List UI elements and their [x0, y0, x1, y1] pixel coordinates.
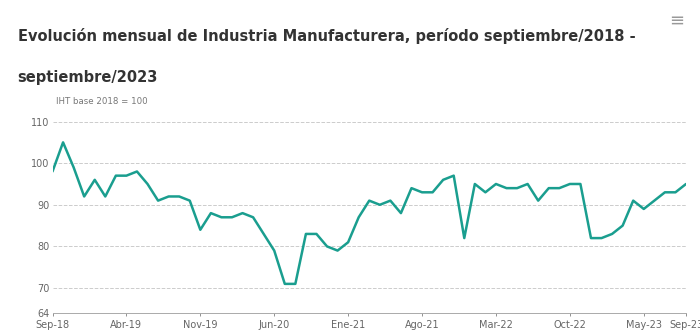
Text: IHT base 2018 = 100: IHT base 2018 = 100 [56, 97, 147, 106]
Text: septiembre/2023: septiembre/2023 [18, 70, 158, 85]
Text: Evolución mensual de Industria Manufacturera, período septiembre/2018 -: Evolución mensual de Industria Manufactu… [18, 28, 635, 44]
Text: ≡: ≡ [669, 12, 685, 30]
